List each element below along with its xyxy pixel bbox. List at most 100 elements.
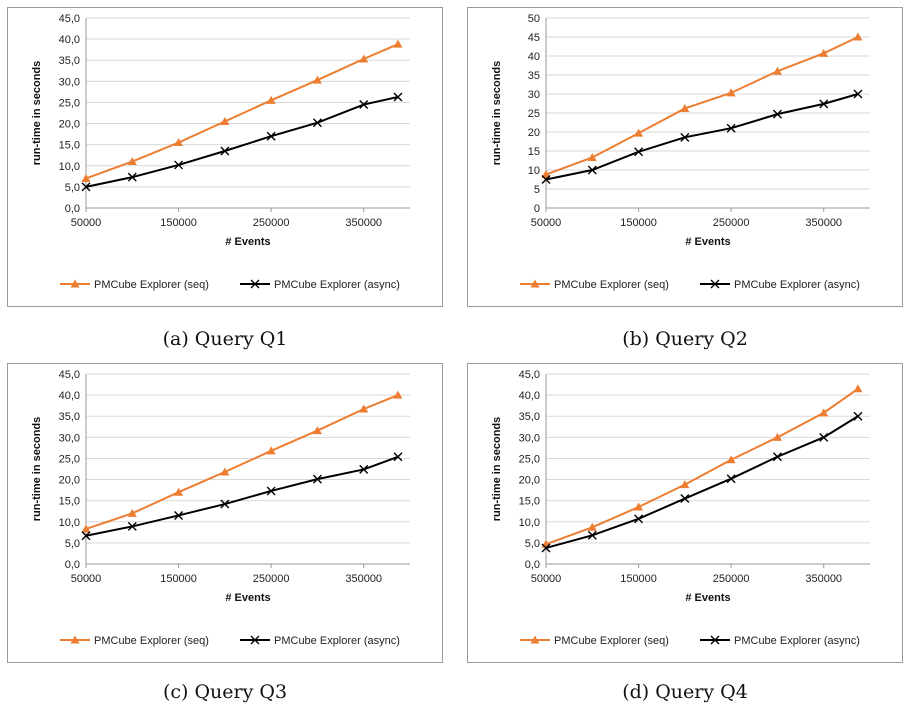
data-point-seq: [587, 152, 597, 161]
data-point-seq: [634, 502, 644, 511]
series-line-seq: [545, 387, 859, 546]
data-point-seq: [726, 88, 736, 97]
legend-marker-async: [710, 279, 720, 289]
data-point-async: [393, 92, 403, 102]
y-axis-label: run-time in seconds: [491, 417, 503, 522]
data-point-async: [853, 411, 863, 421]
y-tick-label: 10,0: [519, 517, 540, 529]
series-line-seq: [85, 43, 399, 180]
y-tick-label: 20,0: [519, 475, 540, 487]
data-point-async: [726, 474, 736, 484]
data-point-async: [127, 521, 137, 531]
data-point-async: [220, 499, 230, 509]
legend-marker-async: [250, 279, 260, 289]
legend-marker-seq: [530, 635, 540, 644]
y-tick-label: 45: [528, 32, 540, 44]
chart-panel-q2: 0 5 10 15 20 25 30 35 40 45 50 50000 150000 250000 350…: [467, 7, 903, 307]
y-tick-label: 10,0: [59, 161, 80, 173]
data-point-seq: [819, 408, 829, 417]
x-axis-label: # Events: [685, 592, 730, 604]
data-point-async: [680, 132, 690, 142]
data-point-async: [587, 530, 597, 540]
y-tick-label: 45,0: [519, 369, 540, 381]
data-point-async: [853, 89, 863, 99]
y-tick-label: 20,0: [59, 119, 80, 131]
series-line-async: [85, 95, 399, 188]
data-point-seq: [819, 48, 829, 57]
y-tick-label: 45,0: [59, 13, 80, 25]
data-point-seq: [81, 173, 91, 182]
data-point-seq: [680, 480, 690, 489]
y-tick-label: 35,0: [59, 55, 80, 67]
data-point-seq: [127, 157, 137, 166]
x-tick-label: 150000: [620, 217, 657, 229]
y-tick-label: 40,0: [59, 390, 80, 402]
data-point-async: [266, 131, 276, 141]
y-tick-label: 15,0: [59, 496, 80, 508]
series-line-async: [545, 415, 859, 549]
y-tick-label: 0,0: [65, 559, 80, 571]
y-tick-label: 30: [528, 89, 540, 101]
x-tick-label: 50000: [71, 217, 102, 229]
x-axis-label: # Events: [225, 592, 270, 604]
y-tick-label: 0,0: [65, 203, 80, 215]
data-point-async: [680, 494, 690, 504]
caption-q3: (c) Query Q3: [162, 681, 288, 703]
data-point-seq: [359, 404, 369, 413]
x-tick-label: 150000: [160, 573, 197, 585]
y-tick-label: 40: [528, 51, 540, 63]
data-point-async: [587, 165, 597, 175]
data-point-seq: [853, 384, 863, 393]
x-tick-label: 350000: [345, 573, 382, 585]
x-tick-label: 150000: [620, 573, 657, 585]
y-tick-label: 35: [528, 70, 540, 82]
data-point-async: [266, 486, 276, 496]
y-tick-label: 40,0: [519, 390, 540, 402]
data-point-async: [819, 99, 829, 109]
legend-marker-async: [710, 635, 720, 645]
data-point-async: [634, 514, 644, 524]
y-tick-label: 25,0: [59, 97, 80, 109]
y-tick-label: 5,0: [65, 182, 80, 194]
data-point-seq: [772, 66, 782, 75]
data-point-async: [127, 172, 137, 182]
data-point-seq: [266, 446, 276, 455]
y-tick-label: 10,0: [59, 517, 80, 529]
x-tick-label: 350000: [805, 217, 842, 229]
legend-marker-async: [250, 635, 260, 645]
series-line-async: [545, 93, 859, 181]
caption-q1: (a) Query Q1: [162, 328, 288, 350]
x-tick-label: 250000: [253, 573, 290, 585]
chart-panel-q3: 0,0 5,0 10,0 15,0 20,0 25,0 30,0 35,0 40,0 45,0 50…: [7, 363, 443, 663]
data-point-seq: [220, 116, 230, 125]
data-point-seq: [634, 128, 644, 137]
data-point-async: [312, 474, 322, 484]
y-tick-label: 20,0: [59, 475, 80, 487]
data-point-seq: [266, 95, 276, 104]
data-point-async: [634, 147, 644, 157]
legend-label-seq: PMCube Explorer (seq): [554, 635, 669, 647]
y-tick-label: 15,0: [59, 140, 80, 152]
x-axis-label: # Events: [685, 236, 730, 248]
y-tick-label: 25: [528, 108, 540, 120]
x-axis-label: # Events: [225, 236, 270, 248]
legend-marker-seq: [70, 279, 80, 288]
x-tick-label: 50000: [531, 573, 562, 585]
x-tick-label: 350000: [345, 217, 382, 229]
series-line-seq: [545, 36, 859, 176]
chart-panel-q4: 0,0 5,0 10,0 15,0 20,0 25,0 30,0 35,0 40,0 45,0 50…: [467, 363, 903, 663]
data-point-async: [220, 146, 230, 156]
data-point-seq: [393, 39, 403, 48]
data-point-async: [174, 510, 184, 520]
y-tick-label: 30,0: [59, 76, 80, 88]
series-line-seq: [85, 394, 399, 530]
legend-label-seq: PMCube Explorer (seq): [94, 635, 209, 647]
data-point-seq: [587, 522, 597, 531]
data-point-seq: [541, 170, 551, 179]
data-point-seq: [127, 508, 137, 517]
x-tick-label: 50000: [531, 217, 562, 229]
chart-panel-q1: 0,0 5,0 10,0 15,0 20,0 25,0 30,0 35,0 40,0 45,0 50…: [7, 7, 443, 307]
series-line-async: [85, 455, 399, 537]
data-point-async: [541, 543, 551, 553]
y-axis-label: run-time in seconds: [31, 417, 43, 522]
